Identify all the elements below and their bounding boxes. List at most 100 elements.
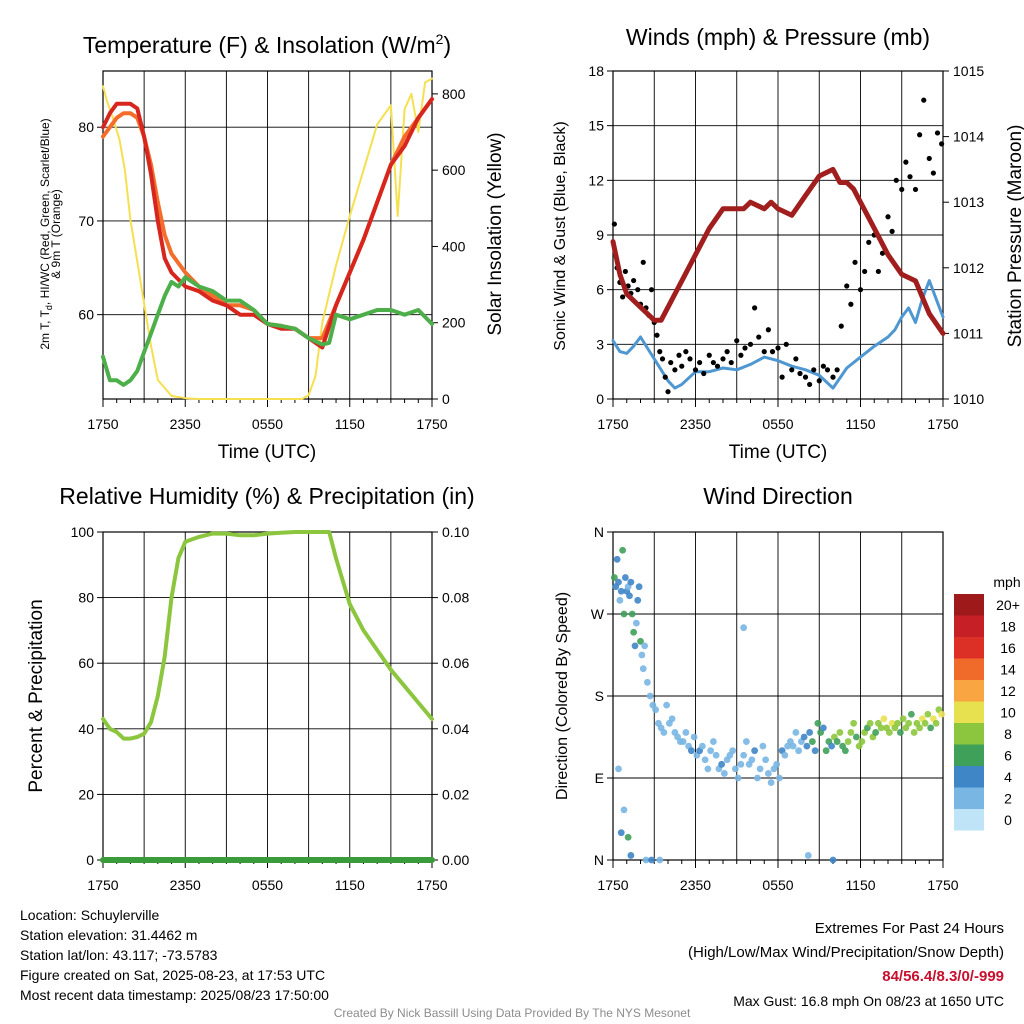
y-tick-label-left: W [591, 606, 605, 622]
x-tick-label: 1150 [845, 877, 875, 893]
direction-point [701, 756, 709, 764]
gust-point [779, 374, 785, 380]
gust-point [742, 345, 748, 351]
direction-point [729, 747, 737, 755]
station-info: Location: Schuylerville Station elevatio… [20, 905, 329, 1005]
gust-point [697, 359, 703, 366]
gust-point [907, 174, 913, 180]
direction-point [646, 692, 654, 700]
gust-point [640, 259, 646, 265]
gust-point [662, 374, 668, 380]
gust-point [934, 130, 941, 136]
gust-point [728, 359, 734, 366]
y-tick-label-right: 0.04 [442, 721, 469, 737]
gust-point [893, 177, 899, 183]
direction-point [894, 719, 902, 727]
direction-point [819, 724, 827, 732]
wind-speed-line [611, 279, 945, 390]
legend-label: 16 [1000, 640, 1016, 656]
direction-point [712, 751, 720, 759]
gust-point [734, 338, 740, 344]
gust-point [769, 349, 776, 355]
x-tick-label: 0550 [252, 416, 283, 432]
gust-point [793, 356, 799, 362]
y-tick-label-left: 80 [78, 590, 94, 606]
direction-point [643, 678, 651, 686]
gust-point [899, 186, 905, 193]
direction-point [885, 729, 893, 736]
gust-point [714, 363, 721, 369]
direction-point [709, 738, 717, 745]
legend-label: 2 [1004, 790, 1012, 806]
y-tick-label-left: 6 [596, 282, 604, 298]
legend-color-box [954, 615, 984, 637]
station-latlon: Station lat/lon: 43.117; -73.5783 [20, 947, 218, 963]
credit-line: Created By Nick Bassill Using Data Provi… [333, 1006, 691, 1020]
y-tick-label-right: 1014 [953, 129, 984, 145]
relative-humidity-line [101, 530, 434, 741]
direction-point [847, 729, 855, 736]
temperature-y-label-left: 2m T, Td, HI/WC (Red, Green, Scarlet/Blu… [38, 118, 54, 349]
y-tick-label-left: 3 [596, 336, 604, 352]
direction-point [656, 856, 664, 864]
y-tick-label-left: 80 [78, 119, 94, 135]
direction-point [627, 852, 635, 859]
pressure-line [610, 166, 946, 336]
legend-color-box [954, 701, 984, 723]
gust-point [657, 349, 663, 355]
x-tick-label: 1150 [335, 416, 365, 432]
direction-point [910, 729, 918, 736]
direction-point [756, 765, 764, 773]
temperature-panel: Temperature (F) & Insolation (W/m2) Time… [38, 31, 506, 463]
temperature-x-label: Time (UTC) [218, 442, 317, 463]
direction-point [828, 742, 836, 750]
direction-point [921, 719, 929, 727]
legend-color-box [954, 637, 984, 659]
direction-point [833, 738, 841, 745]
gust-point [672, 367, 678, 373]
direction-point [652, 706, 660, 714]
legend-label: 14 [1000, 661, 1016, 677]
wind-direction-panel: Wind Direction Direction (Colored By Spe… [554, 483, 1021, 893]
direction-point [748, 756, 756, 764]
gust-point [926, 155, 932, 162]
x-tick-label: 1750 [927, 416, 958, 432]
y-tick-label-right: 1010 [953, 391, 984, 407]
gust-point [903, 159, 909, 165]
direction-point [720, 770, 728, 777]
direction-point [734, 774, 742, 782]
gust-point [720, 356, 726, 362]
direction-point [621, 574, 629, 581]
direction-point [844, 738, 852, 745]
direction-point [630, 628, 638, 636]
direction-point [775, 774, 783, 782]
temperature-y-label-right: Solar Insolation (Yellow) [485, 132, 506, 335]
y-tick-label-left: 20 [78, 786, 94, 802]
extremes-title: Extremes For Past 24 Hours [814, 920, 1004, 937]
direction-point [632, 619, 640, 627]
gust-point [875, 268, 881, 275]
most-recent-timestamp: Most recent data timestamp: 2025/08/23 1… [20, 987, 329, 1003]
direction-point [852, 733, 860, 741]
y-tick-label-left: 100 [71, 524, 95, 540]
y-tick-label-right: 0.06 [442, 655, 469, 671]
direction-point [767, 779, 775, 786]
x-tick-label: 2350 [170, 416, 201, 432]
direction-point [806, 729, 814, 736]
gust-point [783, 341, 789, 347]
y-tick-label-right: 200 [442, 315, 466, 331]
gust-point [775, 345, 781, 351]
direction-point [781, 751, 789, 759]
direction-point [932, 719, 940, 727]
direction-point [616, 596, 624, 604]
extremes-subtitle: (High/Low/Max Wind/Precipitation/Snow De… [688, 944, 1004, 961]
direction-point [792, 729, 800, 736]
legend-title: mph [993, 574, 1020, 590]
max-gust: Max Gust: 16.8 mph On 08/23 at 1650 UTC [733, 993, 1004, 1009]
speed-legend: mph 20+ 18 16 14 12 10 8 6 4 2 0 [954, 574, 1021, 831]
direction-point [800, 733, 808, 741]
direction-point [690, 733, 698, 741]
direction-point [808, 738, 816, 745]
y-tick-label-left: N [594, 852, 604, 868]
